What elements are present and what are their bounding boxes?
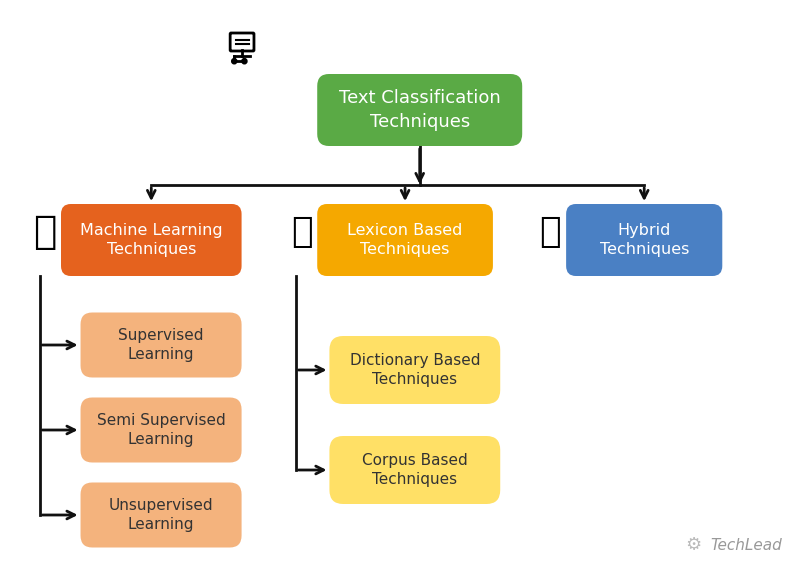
Text: 🧠: 🧠 bbox=[33, 213, 57, 251]
FancyBboxPatch shape bbox=[318, 74, 522, 146]
Text: 🤖: 🤖 bbox=[540, 215, 561, 249]
FancyBboxPatch shape bbox=[230, 33, 254, 51]
Text: 🗄: 🗄 bbox=[291, 215, 312, 249]
Text: Unsupervised
Learning: Unsupervised Learning bbox=[109, 498, 213, 532]
Text: Semi Supervised
Learning: Semi Supervised Learning bbox=[96, 412, 225, 447]
FancyBboxPatch shape bbox=[80, 483, 241, 548]
Text: Hybrid
Techniques: Hybrid Techniques bbox=[599, 223, 689, 258]
FancyBboxPatch shape bbox=[80, 397, 241, 462]
Text: Supervised
Learning: Supervised Learning bbox=[119, 328, 204, 362]
FancyBboxPatch shape bbox=[80, 313, 241, 378]
Text: ⚙: ⚙ bbox=[685, 536, 701, 554]
Text: Corpus Based
Techniques: Corpus Based Techniques bbox=[362, 452, 468, 487]
FancyBboxPatch shape bbox=[61, 204, 241, 276]
Text: Text Classification
Techniques: Text Classification Techniques bbox=[339, 89, 501, 131]
Text: TechLead: TechLead bbox=[711, 538, 782, 553]
FancyBboxPatch shape bbox=[566, 204, 722, 276]
Text: Lexicon Based
Techniques: Lexicon Based Techniques bbox=[347, 223, 462, 258]
FancyBboxPatch shape bbox=[318, 204, 493, 276]
Text: Dictionary Based
Techniques: Dictionary Based Techniques bbox=[349, 353, 480, 387]
FancyBboxPatch shape bbox=[330, 336, 500, 404]
FancyBboxPatch shape bbox=[330, 436, 500, 504]
Text: Machine Learning
Techniques: Machine Learning Techniques bbox=[80, 223, 223, 258]
